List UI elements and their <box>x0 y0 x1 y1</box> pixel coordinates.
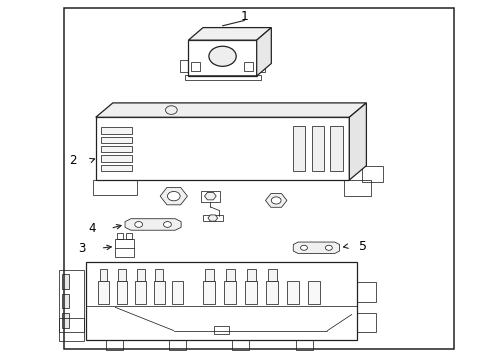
Circle shape <box>167 192 180 201</box>
Bar <box>137 269 144 281</box>
Bar <box>155 269 163 281</box>
Bar <box>356 313 375 332</box>
Bar <box>295 339 312 350</box>
Bar <box>330 126 342 171</box>
Bar <box>135 281 146 304</box>
Bar <box>293 126 305 171</box>
Text: 5: 5 <box>358 240 366 253</box>
Circle shape <box>163 222 171 227</box>
Bar <box>205 269 214 281</box>
Bar <box>59 270 83 332</box>
Bar <box>203 281 215 304</box>
Bar <box>244 281 257 304</box>
Polygon shape <box>188 28 271 40</box>
Bar <box>356 282 375 302</box>
Polygon shape <box>348 103 366 180</box>
Polygon shape <box>96 103 366 117</box>
Polygon shape <box>125 219 181 230</box>
Bar <box>93 180 137 195</box>
Bar <box>62 313 69 328</box>
Text: 4: 4 <box>88 222 96 235</box>
Bar <box>256 60 265 72</box>
Circle shape <box>271 197 281 204</box>
Bar <box>86 262 356 339</box>
Circle shape <box>135 222 142 227</box>
Bar <box>179 60 188 72</box>
Bar <box>101 146 132 152</box>
Polygon shape <box>293 242 339 253</box>
Bar <box>117 281 127 304</box>
Circle shape <box>208 46 236 66</box>
Bar <box>126 233 132 239</box>
Bar <box>117 233 123 239</box>
Bar <box>100 269 107 281</box>
Bar <box>64 8 453 348</box>
Bar <box>214 326 228 334</box>
Bar <box>101 155 132 162</box>
Bar <box>168 339 185 350</box>
Bar <box>184 75 260 80</box>
Bar <box>190 62 199 71</box>
Bar <box>101 165 132 171</box>
Bar <box>98 281 109 304</box>
Bar <box>361 166 383 182</box>
Bar <box>200 191 220 202</box>
Bar <box>232 339 249 350</box>
Bar <box>268 269 277 281</box>
Bar <box>101 136 132 143</box>
Bar <box>62 293 69 309</box>
Bar <box>307 281 320 304</box>
Bar <box>224 281 236 304</box>
Bar <box>172 281 183 304</box>
Text: 1: 1 <box>240 10 248 23</box>
Bar <box>247 269 256 281</box>
Bar <box>59 318 83 341</box>
Bar <box>115 239 134 257</box>
Bar <box>154 105 203 116</box>
Bar <box>265 281 278 304</box>
Bar <box>96 117 348 180</box>
Polygon shape <box>256 28 271 76</box>
Bar <box>62 274 69 289</box>
Bar <box>203 215 222 221</box>
Circle shape <box>300 245 307 250</box>
Bar <box>118 269 126 281</box>
Bar <box>105 339 122 350</box>
Bar <box>154 281 164 304</box>
Bar <box>311 126 324 171</box>
Bar <box>101 127 132 134</box>
Bar <box>286 281 299 304</box>
Bar <box>226 269 235 281</box>
Bar <box>188 40 256 76</box>
Bar <box>344 180 370 196</box>
Circle shape <box>325 245 331 250</box>
Bar <box>244 62 253 71</box>
Text: 2: 2 <box>69 154 76 167</box>
Text: 3: 3 <box>79 242 86 255</box>
